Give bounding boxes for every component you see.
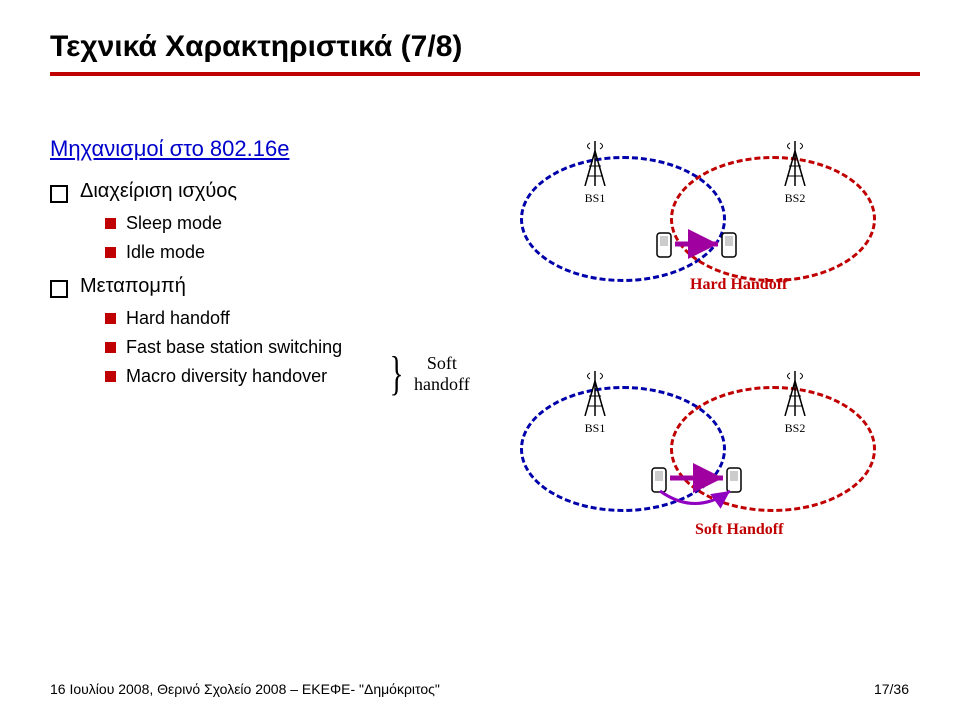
brace-label: Soft handoff (414, 353, 470, 394)
sub-hardhandoff: Hard handoff (105, 308, 480, 329)
solid-square-icon (105, 371, 116, 382)
sub-idle: Idle mode (105, 242, 480, 263)
sub-bullets-power: Sleep mode Idle mode (105, 213, 480, 263)
subhead-link: Μηχανισμοί στο 802.16e (50, 136, 480, 162)
content-row: Μηχανισμοί στο 802.16e Διαχείριση ισχύος… (50, 136, 919, 596)
bullet-text: Διαχείριση ισχύος (80, 180, 237, 203)
footer-left: 16 Ιουλίου 2008, Θερινό Σχολείο 2008 – Ε… (50, 681, 440, 697)
soft-handoff-label: Soft Handoff (695, 521, 783, 539)
solid-square-icon (105, 342, 116, 353)
bullet-handover: Μεταπομπή (50, 275, 480, 298)
sub-text: Fast base station switching (126, 337, 342, 358)
diagram-hard-handoff: BS1 BS2 (520, 136, 920, 316)
slide-footer: 16 Ιουλίου 2008, Θερινό Σχολείο 2008 – Ε… (50, 681, 909, 697)
bullet-power: Διαχείριση ισχύος (50, 180, 480, 203)
brace-line2: handoff (414, 374, 470, 394)
bullet-text: Μεταπομπή (80, 275, 186, 298)
solid-square-icon (105, 247, 116, 258)
slide: Τεχνικά Χαρακτηριστικά (7/8) Μηχανισμοί … (0, 0, 959, 717)
solid-square-icon (105, 313, 116, 324)
title-underline (50, 72, 920, 76)
open-square-icon (50, 185, 68, 203)
sub-text: Idle mode (126, 242, 205, 263)
diagram-soft-handoff: BS1 BS2 (520, 366, 920, 546)
brace-line1: Soft (427, 353, 457, 373)
page-number: 17/36 (874, 681, 909, 697)
slide-title: Τεχνικά Χαρακτηριστικά (7/8) (50, 30, 919, 64)
solid-square-icon (105, 218, 116, 229)
hard-handoff-label: Hard Handoff (690, 276, 787, 294)
diagrams-column: BS1 BS2 (520, 136, 920, 596)
sub-text: Macro diversity handover (126, 366, 327, 387)
soft-arrows-icon (520, 366, 920, 546)
sub-text: Sleep mode (126, 213, 222, 234)
sub-sleep: Sleep mode (105, 213, 480, 234)
brace-icon: } (390, 350, 404, 398)
soft-handoff-brace: } Soft handoff (385, 350, 470, 398)
sub-text: Hard handoff (126, 308, 230, 329)
hard-arrow-icon (520, 136, 920, 296)
open-square-icon (50, 280, 68, 298)
